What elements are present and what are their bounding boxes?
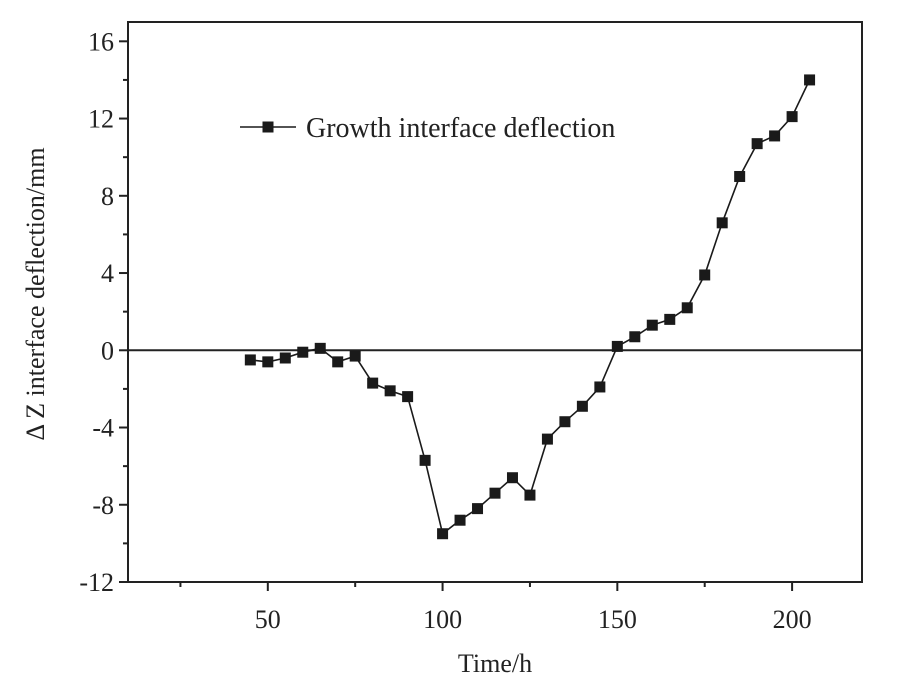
data-point [716, 217, 728, 229]
x-axis-title: Time/h [458, 649, 532, 678]
axes: 50 100 150 200 -12 -8 -4 0 4 8 12 16 [79, 27, 811, 634]
x-tick-label: 100 [423, 605, 462, 634]
data-point [611, 340, 623, 352]
data-point [489, 487, 501, 499]
data-point [681, 302, 693, 314]
x-tick-label: 200 [773, 605, 812, 634]
data-point [699, 269, 711, 281]
data-point [402, 391, 414, 403]
data-point [594, 381, 606, 393]
y-tick-label: -8 [92, 491, 114, 520]
y-tick-label: -12 [79, 568, 114, 597]
plot-frame [127, 21, 863, 583]
series-line [250, 79, 811, 536]
x-tick-label: 50 [255, 605, 281, 634]
data-point [664, 313, 676, 325]
y-tick-label: 0 [101, 336, 114, 365]
data-point [769, 130, 781, 142]
legend-entry-growth-interface-deflection: Growth interface deflection [306, 113, 615, 144]
data-point [279, 352, 291, 364]
y-tick-label: 4 [101, 259, 114, 288]
data-point [576, 400, 588, 412]
data-point [734, 170, 746, 182]
data-point [367, 377, 379, 389]
y-axis-title: Δ Z interface deflection/mm [21, 147, 50, 440]
y-tick-label: -4 [92, 414, 114, 443]
data-point [419, 454, 431, 466]
data-point [314, 342, 326, 354]
data-point [384, 385, 396, 397]
y-tick-label: 8 [101, 182, 114, 211]
x-tick-label: 150 [598, 605, 637, 634]
data-point [437, 528, 449, 540]
data-point [629, 331, 641, 343]
plot-area [127, 21, 863, 583]
y-tick-label: 16 [88, 27, 114, 56]
data-point [472, 503, 484, 515]
data-point [646, 319, 658, 331]
data-point [332, 356, 344, 368]
data-point [506, 472, 518, 484]
data-point [349, 350, 361, 362]
data-point [559, 416, 571, 428]
data-point [262, 356, 274, 368]
data-point [297, 346, 309, 358]
data-point [524, 489, 536, 501]
data-point [804, 74, 816, 86]
data-point [244, 354, 256, 366]
y-tick-label: 12 [88, 105, 114, 134]
data-point [786, 111, 798, 123]
legend: Growth interface deflection [240, 113, 615, 144]
data-point [541, 433, 553, 445]
data-point [751, 138, 763, 150]
series-layer [244, 74, 816, 540]
legend-marker [262, 121, 274, 133]
data-point [454, 514, 466, 526]
